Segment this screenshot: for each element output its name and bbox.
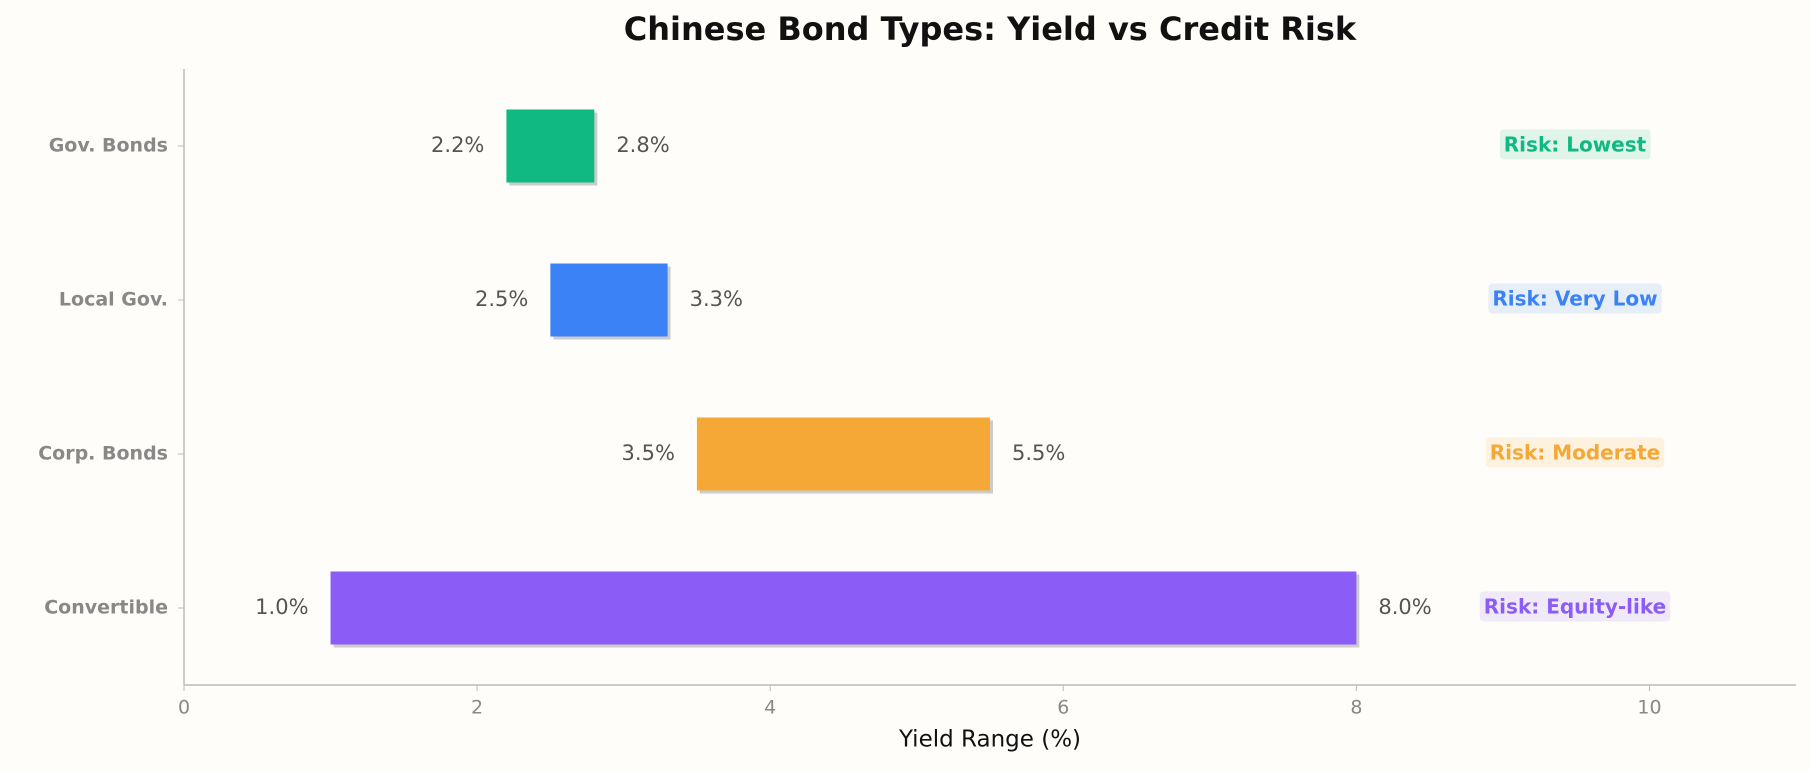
high-value-label: 2.8% bbox=[616, 133, 669, 157]
high-value-label: 8.0% bbox=[1378, 595, 1431, 619]
y-tick-label: Gov. Bonds bbox=[49, 135, 168, 157]
annotation-box bbox=[1488, 283, 1662, 314]
y-tick-label: Local Gov. bbox=[59, 289, 168, 311]
x-tick-label: 8 bbox=[1350, 697, 1362, 719]
x-tick-label: 2 bbox=[471, 697, 483, 719]
x-tick-label: 6 bbox=[1057, 697, 1069, 719]
high-value-label: 5.5% bbox=[1012, 441, 1065, 465]
chart-title: Chinese Bond Types: Yield vs Credit Risk bbox=[624, 10, 1357, 48]
annotation-box bbox=[1499, 129, 1651, 160]
bar bbox=[506, 109, 595, 183]
x-tick-label: 4 bbox=[764, 697, 776, 719]
annotation-box bbox=[1479, 591, 1671, 622]
bar bbox=[330, 571, 1357, 645]
annotation-box bbox=[1485, 437, 1665, 468]
annotation: Risk: Very Low bbox=[1492, 287, 1657, 311]
low-value-label: 2.2% bbox=[431, 133, 484, 157]
annotation: Risk: Moderate bbox=[1490, 441, 1660, 465]
y-tick-label: Corp. Bonds bbox=[38, 443, 168, 465]
bar bbox=[550, 263, 668, 337]
low-value-label: 3.5% bbox=[622, 441, 675, 465]
bar bbox=[696, 417, 990, 491]
y-tick-label: Convertible bbox=[44, 597, 168, 619]
annotation: Risk: Equity-like bbox=[1484, 595, 1666, 619]
x-tick-label: 0 bbox=[178, 697, 190, 719]
annotation: Risk: Lowest bbox=[1504, 133, 1647, 157]
low-value-label: 1.0% bbox=[255, 595, 308, 619]
low-value-label: 2.5% bbox=[475, 287, 528, 311]
x-axis-label: Yield Range (%) bbox=[898, 727, 1081, 753]
high-value-label: 3.3% bbox=[690, 287, 743, 311]
x-tick-label: 10 bbox=[1637, 697, 1661, 719]
